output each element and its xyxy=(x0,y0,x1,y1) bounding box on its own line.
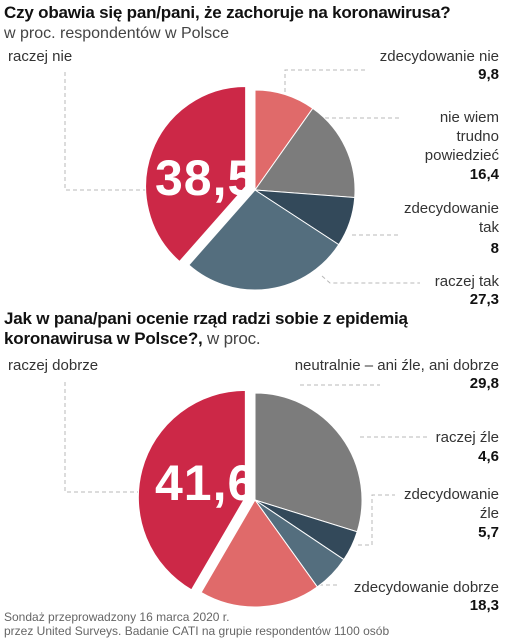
chart2-slice-4 xyxy=(200,499,319,608)
chart1-label-nie-wiem-1: nie wiem xyxy=(439,109,499,126)
chart2-title-line1: Jak w pana/pani ocenie rząd radzi sobie … xyxy=(4,309,408,328)
chart2-value-raczej-zle: 4,6 xyxy=(478,448,499,465)
chart2-label-zdec-zle-2: źle xyxy=(479,505,499,522)
chart2-label-zdec-dobrze: zdecydowanie dobrze xyxy=(353,579,499,596)
chart1-slice-5 xyxy=(145,85,247,263)
chart2-value-zdec-zle: 5,7 xyxy=(478,524,499,541)
footer-line2: przez United Surveys. Badanie CATI na gr… xyxy=(4,624,390,638)
chart2-slice-5 xyxy=(137,389,246,591)
chart1-label-nie-wiem-2: trudno xyxy=(456,128,499,145)
chart2-title-line2-text: koronawirusa w Polsce?, xyxy=(4,329,203,348)
chart1-label-raczej-nie: raczej nie xyxy=(8,48,73,65)
chart2-label-raczej-dobrze: raczej dobrze xyxy=(8,357,99,374)
chart2-label-zdec-zle-1: zdecydowanie xyxy=(403,486,499,503)
footer-line1: Sondaż przeprowadzony 16 marca 2020 r. xyxy=(4,610,230,624)
chart1-big-value: 38,5 xyxy=(155,150,257,206)
chart1-slice-4 xyxy=(188,189,340,291)
chart2-value-neutral: 29,8 xyxy=(469,375,499,392)
chart1-label-zdec-tak-1: zdecydowanie xyxy=(403,200,499,217)
chart1-label-raczej-tak: raczej tak xyxy=(434,273,499,290)
chart2-label-raczej-zle: raczej źle xyxy=(435,429,499,446)
chart1-value-nie-wiem: 16,4 xyxy=(469,166,499,183)
chart1-value-zdec-tak: 8 xyxy=(490,240,499,257)
chart1-value-raczej-tak: 27,3 xyxy=(469,291,499,308)
chart2-big-value: 41,6 xyxy=(155,455,257,511)
chart2-leader-lines xyxy=(64,382,430,586)
chart1-slice-2 xyxy=(254,107,356,199)
chart1-leader-lines xyxy=(64,69,420,284)
chart2-value-zdec-dobrze: 18,3 xyxy=(469,597,499,614)
chart2-pie xyxy=(137,389,363,608)
chart1-value-zdec-nie: 9,8 xyxy=(478,66,499,83)
chart2-title-line2: koronawirusa w Polsce?, w proc. xyxy=(4,329,261,349)
chart2-label-neutral: neutralnie – ani źle, ani dobrze xyxy=(294,357,499,374)
chart1-label-nie-wiem-3: powiedzieć xyxy=(424,147,499,164)
chart1-subtitle: w proc. respondentów w Polsce xyxy=(4,25,229,42)
chart1-pie xyxy=(145,85,356,291)
chart2-slice-1 xyxy=(254,392,363,533)
chart2-title-suffix: w proc. xyxy=(202,329,261,348)
chart1-label-zdec-nie: zdecydowanie nie xyxy=(379,48,499,65)
chart1-title: Czy obawia się pan/pani, że zachoruje na… xyxy=(4,3,451,22)
chart1-label-zdec-tak-2: tak xyxy=(478,219,499,236)
